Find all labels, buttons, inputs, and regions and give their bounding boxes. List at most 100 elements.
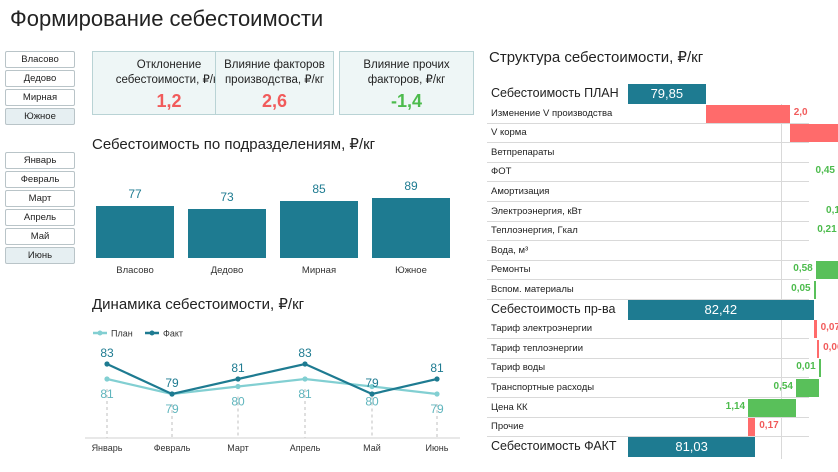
bar-category-label: Дедово	[210, 265, 244, 276]
bar-value-label: 77	[128, 187, 142, 202]
waterfall-row: Цена КК	[487, 398, 809, 418]
bar-category-label: Южное	[395, 265, 427, 276]
waterfall-total-bar: 81,03	[628, 436, 756, 457]
waterfall-row: V корма	[487, 123, 809, 144]
waterfall-total-value: 82,42	[704, 301, 738, 317]
slicer-month-4[interactable]: Май	[5, 228, 75, 245]
waterfall-decrease-bar	[815, 261, 838, 280]
waterfall-decrease-bar	[813, 281, 816, 299]
waterfall-value: 0,17	[759, 420, 779, 432]
waterfall-label: Амортизация	[491, 186, 550, 197]
waterfall-value: 1,14	[725, 400, 746, 412]
bar-3	[372, 198, 450, 258]
waterfall-row: Изменение V производства	[487, 104, 809, 124]
data-label: 79	[430, 402, 444, 416]
waterfall-row: Электроэнергия, кВт	[487, 202, 809, 222]
waterfall-row: Тариф воды	[487, 358, 809, 379]
waterfall-value: 0,54	[773, 381, 793, 392]
legend-label: Факт	[163, 329, 183, 339]
waterfall-title: Структура себестоимости, ₽/кг	[489, 49, 704, 66]
kpi-title: Влияние прочих факторов, ₽/кг	[363, 59, 450, 86]
x-tick-label: Июнь	[426, 443, 449, 453]
kpi-value: 1,2	[156, 91, 182, 111]
waterfall-label: Себестоимость ФАКТ	[491, 438, 617, 453]
slicer-month-2[interactable]: Март	[5, 190, 75, 207]
waterfall-label: Цена КК	[491, 401, 528, 413]
x-tick-label: Март	[227, 443, 249, 453]
waterfall-total-value: 81,03	[675, 438, 708, 454]
legend-marker-0	[97, 330, 103, 336]
waterfall-label: Тариф воды	[491, 362, 546, 374]
kpi-value: -1,4	[390, 91, 423, 111]
dynamics-line-chart: План Факт Январь Февраль Март Апрель Май Июнь 81…	[85, 329, 460, 453]
waterfall-row: Транспортные расходы	[487, 378, 809, 398]
waterfall-total-bar: 82,42	[628, 299, 814, 320]
waterfall-label: Транспортные расходы	[491, 382, 595, 393]
bar-0	[96, 206, 174, 258]
bar-chart-title: Себестоимость по подразделениям, ₽/кг	[92, 136, 376, 153]
series-line-0	[106, 377, 438, 396]
waterfall-value: 0,06	[823, 341, 838, 353]
waterfall-row: Ремонты	[487, 260, 809, 281]
x-tick-label: Апрель	[290, 443, 321, 453]
waterfall-total-bar: 79,85	[628, 84, 706, 104]
series-point	[302, 361, 308, 367]
data-label: 81	[298, 387, 312, 401]
series-point	[169, 391, 175, 397]
x-tick-label: Май	[363, 443, 381, 453]
page-title: Формирование себестоимости	[10, 6, 324, 31]
slicer-month-1[interactable]: Февраль	[5, 171, 75, 188]
series-point	[104, 361, 110, 367]
slicer-division-1[interactable]: Дедово	[5, 70, 75, 87]
waterfall-value: 0	[827, 146, 838, 157]
waterfall-row: Прочие	[487, 417, 809, 438]
data-label: 80	[365, 395, 379, 409]
waterfall-value: 0,58	[793, 263, 813, 275]
waterfall-label: Вода, м³	[491, 244, 529, 256]
slicer-month-3[interactable]: Апрель	[5, 209, 75, 226]
waterfall-label: Теплоэнергия, Гкал	[491, 225, 578, 237]
bar-1	[188, 208, 266, 258]
waterfall-value: 0,05	[791, 283, 811, 294]
waterfall-label: Себестоимость ПЛАН	[491, 86, 619, 100]
x-tick-label: Январь	[92, 443, 123, 453]
series-point	[434, 376, 440, 382]
slicer-month-5[interactable]: Июнь	[5, 247, 75, 264]
kpi-title: Отклонение себестоимости, ₽/кг	[115, 59, 223, 86]
data-label: 83	[100, 346, 114, 360]
slicer-division-0[interactable]: Власово	[5, 51, 75, 68]
line-chart-title: Динамика себестоимости, ₽/кг	[92, 296, 305, 313]
waterfall-label: Ветпрепараты	[491, 146, 555, 158]
waterfall-value: 2,0	[793, 106, 808, 118]
waterfall-label: Себестоимость пр-ва	[491, 301, 616, 316]
waterfall-label: Изменение V производства	[491, 107, 613, 119]
series-line-1	[106, 362, 438, 396]
waterfall-label: Прочие	[491, 421, 524, 433]
data-label: 81	[430, 361, 444, 375]
bar-value-label: 85	[312, 181, 326, 196]
waterfall-value: 0,01	[796, 361, 816, 373]
data-label: 83	[298, 346, 312, 360]
division-slicer: Власово Дедово Мирная Южное	[5, 51, 75, 127]
kpi-card-other-factors: Влияние прочих факторов, ₽/кг -1,4	[339, 51, 474, 115]
slicer-division-3[interactable]: Южное	[5, 108, 75, 125]
waterfall-decrease-bar	[796, 379, 819, 397]
waterfall-row: Вспом. материалы	[487, 280, 809, 300]
waterfall-label: Электроэнергия, кВт	[491, 205, 582, 217]
slicer-division-2[interactable]: Мирная	[5, 89, 75, 106]
series-point	[302, 376, 308, 382]
waterfall-label: Тариф теплоэнергии	[491, 342, 584, 354]
waterfall-row: Тариф теплоэнергии	[487, 339, 809, 359]
data-label: 81	[231, 361, 245, 375]
series-point	[235, 383, 241, 390]
waterfall-increase-bar	[789, 124, 838, 143]
data-label: 79	[165, 402, 179, 416]
slicer-month-0[interactable]: Январь	[5, 152, 75, 169]
waterfall-row: Теплоэнергия, Гкал	[487, 221, 809, 242]
waterfall-value: 0,07	[820, 322, 838, 334]
waterfall-increase-bar	[816, 339, 820, 358]
kpi-value: 2,6	[261, 91, 288, 111]
waterfall-label: V корма	[491, 127, 527, 139]
data-label: 81	[100, 387, 114, 401]
bar-2	[280, 200, 358, 258]
